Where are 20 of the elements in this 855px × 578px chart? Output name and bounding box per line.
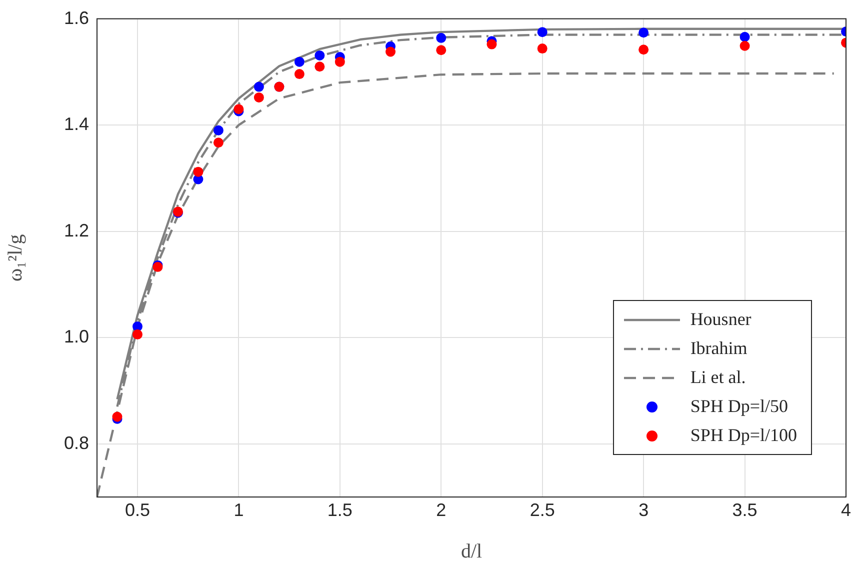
- x-tick-label: 3: [638, 500, 649, 520]
- y-tick-label: 1.0: [64, 326, 89, 347]
- x-tick-label: 3.5: [732, 500, 758, 520]
- x-tick-label: 1: [234, 500, 244, 520]
- y-tick-label: 0.8: [64, 432, 89, 453]
- legend-label: SPH Dp=l/50: [690, 396, 788, 417]
- y-tick-label: 1.2: [64, 220, 89, 240]
- x-tick-label: 1.5: [327, 500, 352, 520]
- legend-label: Li et al.: [690, 367, 746, 388]
- y-tick-label: 1.6: [64, 8, 89, 28]
- x-tick-label: 2: [436, 500, 446, 520]
- legend-label: Housner: [690, 309, 752, 330]
- x-tick-label: 0.5: [124, 500, 150, 520]
- y-axis-title: ω₁²l/g: [4, 234, 26, 282]
- legend-label: Ibrahim: [690, 338, 748, 359]
- x-tick-label: 2.5: [530, 500, 555, 520]
- x-tick-label: 4: [840, 500, 852, 520]
- legend-label: SPH Dp=l/100: [690, 425, 797, 446]
- y-tick-label: 1.4: [64, 114, 89, 134]
- x-axis-title: d/l: [460, 540, 482, 562]
